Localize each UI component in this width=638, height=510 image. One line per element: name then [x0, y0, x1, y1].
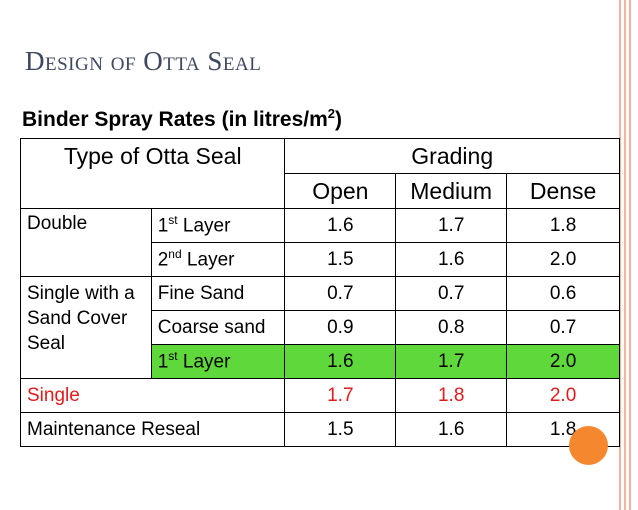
layer-cell: 1st Layer — [150, 208, 286, 243]
value-open: 1.5 — [284, 242, 397, 277]
layer-cell: Fine Sand — [150, 276, 286, 311]
value-open: 0.7 — [284, 276, 397, 311]
layer-suffix: st — [168, 349, 178, 364]
table-row: Maintenance Reseal 1.5 1.6 1.8 — [19, 412, 620, 447]
header-open: Open — [284, 173, 397, 209]
value-medium: 0.8 — [395, 310, 508, 345]
layer-suffix: nd — [168, 247, 182, 262]
spray-rate-table: Type of Otta Seal Grading Open Medium De… — [19, 138, 620, 447]
table-row: Single with a Sand Cover Seal Fine Sand … — [20, 276, 620, 379]
value-dense: 2.0 — [506, 378, 620, 413]
header-dense: Dense — [506, 173, 620, 209]
value-medium: 1.8 — [395, 378, 508, 413]
header-row-1: Type of Otta Seal Grading — [19, 138, 620, 209]
value-dense: 1.8 — [506, 208, 620, 243]
value-medium: 1.7 — [395, 208, 508, 243]
subtitle-superscript: 2 — [327, 106, 335, 121]
row-label-single: Single — [19, 378, 286, 413]
table-row: Coarse sand 0.9 0.8 0.7 — [21, 310, 620, 345]
layer-num: 1 — [157, 215, 169, 237]
layer-cell: Coarse sand — [150, 310, 286, 345]
group-single-sand: Single with a Sand Cover Seal — [20, 276, 152, 379]
row-label-maintenance: Maintenance Reseal — [19, 412, 286, 447]
subtitle-end: ) — [335, 108, 342, 131]
layer-word: Layer — [181, 249, 235, 271]
decor-stripe-1 — [619, 0, 621, 510]
value-medium: 1.7 — [395, 344, 508, 379]
subtitle-text: Binder Spray Rates (in litres/m — [22, 108, 328, 131]
value-dense: 0.7 — [506, 310, 620, 345]
table-row: Double 1st Layer 1.6 1.7 1.8 — [20, 208, 620, 277]
group-double: Double — [20, 208, 152, 277]
table-row: 2nd Layer 1.5 1.6 2.0 — [21, 242, 620, 277]
value-open: 0.9 — [284, 310, 397, 345]
value-dense: 2.0 — [506, 242, 620, 277]
orange-circle-icon — [569, 426, 608, 465]
layer-cell: 2nd Layer — [150, 242, 286, 277]
layer-suffix: st — [168, 213, 178, 228]
value-open: 1.5 — [284, 412, 397, 447]
slide-subtitle: Binder Spray Rates (in litres/m2) — [22, 106, 342, 132]
value-dense: 0.6 — [506, 276, 620, 311]
layer-word: Layer — [177, 215, 231, 237]
layer-num: 1 — [157, 351, 169, 373]
header-grading: Grading — [284, 138, 620, 174]
decor-stripe-2 — [624, 0, 626, 510]
value-medium: 0.7 — [395, 276, 508, 311]
value-open: 1.6 — [284, 344, 397, 379]
table-row-single: Single 1.7 1.8 2.0 — [19, 378, 620, 413]
header-medium: Medium — [395, 173, 508, 209]
layer-num: 2 — [157, 249, 169, 271]
header-type: Type of Otta Seal — [19, 138, 286, 209]
value-open: 1.7 — [284, 378, 397, 413]
value-medium: 1.6 — [395, 412, 508, 447]
layer-cell: 1st Layer — [150, 344, 286, 379]
value-medium: 1.6 — [395, 242, 508, 277]
value-open: 1.6 — [284, 208, 397, 243]
header-row-2: Open Medium Dense — [21, 173, 620, 209]
decor-stripe-3 — [629, 0, 631, 510]
value-dense: 2.0 — [506, 344, 620, 379]
slide-title: Design of Otta Seal — [25, 46, 262, 76]
layer-word: Layer — [177, 351, 231, 373]
